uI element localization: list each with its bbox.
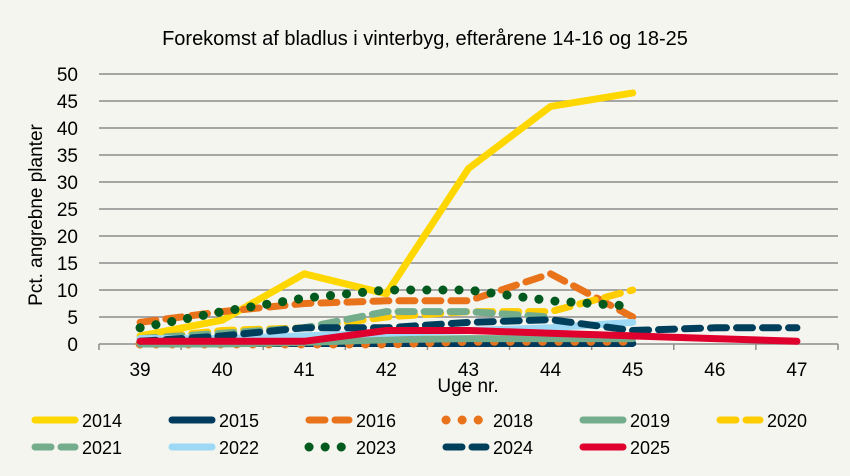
legend-label-2022: 2022 <box>219 438 259 458</box>
y-tick-label: 5 <box>67 308 78 329</box>
legend-label-2018: 2018 <box>493 411 533 431</box>
legend-label-2015: 2015 <box>219 411 259 431</box>
legend-label-2020: 2020 <box>767 411 807 431</box>
x-tick-label: 47 <box>786 360 807 381</box>
x-tick-label: 43 <box>458 360 479 381</box>
y-tick-label: 15 <box>57 254 78 275</box>
y-tick-label: 30 <box>57 173 78 194</box>
legend-label-2019: 2019 <box>630 411 670 431</box>
x-tick-label: 40 <box>212 360 233 381</box>
x-tick-label: 45 <box>622 360 643 381</box>
legend-label-2025: 2025 <box>630 438 670 458</box>
y-tick-label: 20 <box>57 227 78 248</box>
chart-title: Forekomst af bladlus i vinterbyg, efterå… <box>162 28 688 50</box>
x-tick-label: 42 <box>376 360 397 381</box>
x-tick-label: 41 <box>294 360 315 381</box>
series-line-2024 <box>136 316 801 345</box>
x-tick-label: 39 <box>129 360 150 381</box>
legend-label-2023: 2023 <box>356 438 396 458</box>
series-line-2014 <box>136 89 637 340</box>
series-line-2025 <box>136 327 801 345</box>
y-tick-label: 25 <box>57 200 78 221</box>
y-tick-label: 50 <box>57 65 78 86</box>
legend-label-2021: 2021 <box>82 438 122 458</box>
legend-label-2016: 2016 <box>356 411 396 431</box>
y-tick-label: 0 <box>67 335 78 356</box>
y-axis-label: Pct. angrebne planter <box>26 123 47 305</box>
series-line-2023 <box>135 285 638 333</box>
legend-label-2014: 2014 <box>82 411 122 431</box>
x-tick-label: 44 <box>540 360 562 381</box>
y-tick-label: 35 <box>57 146 78 167</box>
x-tick-label: 46 <box>704 360 725 381</box>
y-tick-label: 45 <box>57 92 78 113</box>
y-tick-label: 40 <box>57 119 78 140</box>
x-axis-label: Uge nr. <box>437 376 498 397</box>
y-tick-label: 10 <box>57 281 78 302</box>
legend-label-2024: 2024 <box>493 438 533 458</box>
